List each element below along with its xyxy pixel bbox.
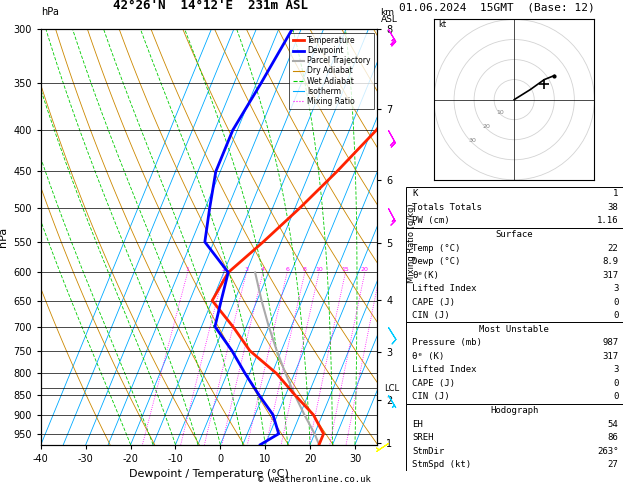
Text: kt: kt	[438, 20, 446, 30]
Text: 3: 3	[245, 267, 248, 273]
Text: StmDir: StmDir	[412, 447, 445, 455]
Text: 22: 22	[608, 243, 618, 253]
Y-axis label: hPa: hPa	[0, 227, 8, 247]
Text: 1.16: 1.16	[597, 216, 618, 226]
Text: ASL: ASL	[381, 15, 398, 24]
Text: km: km	[381, 8, 394, 17]
Legend: Temperature, Dewpoint, Parcel Trajectory, Dry Adiabat, Wet Adiabat, Isotherm, Mi: Temperature, Dewpoint, Parcel Trajectory…	[289, 33, 374, 109]
Text: 0: 0	[613, 393, 618, 401]
Text: LCL: LCL	[384, 384, 399, 393]
Text: Surface: Surface	[496, 230, 533, 239]
Text: Totals Totals: Totals Totals	[412, 203, 482, 212]
Text: Most Unstable: Most Unstable	[479, 325, 549, 334]
Text: SREH: SREH	[412, 433, 434, 442]
Text: 3: 3	[613, 365, 618, 374]
Text: 10: 10	[496, 110, 504, 115]
Text: 42°26'N  14°12'E  231m ASL: 42°26'N 14°12'E 231m ASL	[113, 0, 308, 12]
Text: 0: 0	[613, 311, 618, 320]
Text: © weatheronline.co.uk: © weatheronline.co.uk	[258, 474, 371, 484]
Text: 3: 3	[613, 284, 618, 293]
Text: θᵉ(K): θᵉ(K)	[412, 271, 439, 279]
Text: 15: 15	[342, 267, 349, 273]
Text: 1: 1	[186, 267, 189, 273]
Text: Pressure (mb): Pressure (mb)	[412, 338, 482, 347]
Text: Mixing Ratio (g/kg): Mixing Ratio (g/kg)	[408, 203, 416, 283]
Text: 0: 0	[613, 298, 618, 307]
Text: CIN (J): CIN (J)	[412, 393, 450, 401]
Text: Lifted Index: Lifted Index	[412, 365, 477, 374]
Text: 10: 10	[315, 267, 323, 273]
Text: Lifted Index: Lifted Index	[412, 284, 477, 293]
Text: CAPE (J): CAPE (J)	[412, 298, 455, 307]
Text: CIN (J): CIN (J)	[412, 311, 450, 320]
Text: 1: 1	[613, 190, 618, 198]
Text: 54: 54	[608, 419, 618, 429]
Text: 20: 20	[482, 124, 490, 129]
Bar	[406, 404, 623, 471]
Text: 0: 0	[613, 379, 618, 388]
Text: PW (cm): PW (cm)	[412, 216, 450, 226]
Text: 317: 317	[602, 352, 618, 361]
Text: 987: 987	[602, 338, 618, 347]
Text: 2: 2	[222, 267, 226, 273]
Text: 30: 30	[468, 138, 476, 143]
Text: EH: EH	[412, 419, 423, 429]
Text: K: K	[412, 190, 418, 198]
Text: Hodograph: Hodograph	[490, 406, 538, 415]
Text: 317: 317	[602, 271, 618, 279]
Text: 8: 8	[303, 267, 307, 273]
Bar	[406, 187, 623, 228]
Bar	[406, 228, 623, 323]
Text: 4: 4	[261, 267, 265, 273]
Text: 8.9: 8.9	[602, 257, 618, 266]
Text: CAPE (J): CAPE (J)	[412, 379, 455, 388]
Text: 01.06.2024  15GMT  (Base: 12): 01.06.2024 15GMT (Base: 12)	[399, 2, 595, 12]
Text: 38: 38	[608, 203, 618, 212]
X-axis label: Dewpoint / Temperature (°C): Dewpoint / Temperature (°C)	[129, 469, 289, 479]
Text: Temp (°C): Temp (°C)	[412, 243, 460, 253]
Text: 86: 86	[608, 433, 618, 442]
Text: 263°: 263°	[597, 447, 618, 455]
Text: 6: 6	[285, 267, 289, 273]
Text: hPa: hPa	[41, 7, 58, 17]
Text: θᵉ (K): θᵉ (K)	[412, 352, 445, 361]
Text: StmSpd (kt): StmSpd (kt)	[412, 460, 471, 469]
Text: Dewp (°C): Dewp (°C)	[412, 257, 460, 266]
Text: 25: 25	[376, 267, 384, 273]
Bar	[406, 323, 623, 404]
Text: 20: 20	[361, 267, 369, 273]
Text: 27: 27	[608, 460, 618, 469]
